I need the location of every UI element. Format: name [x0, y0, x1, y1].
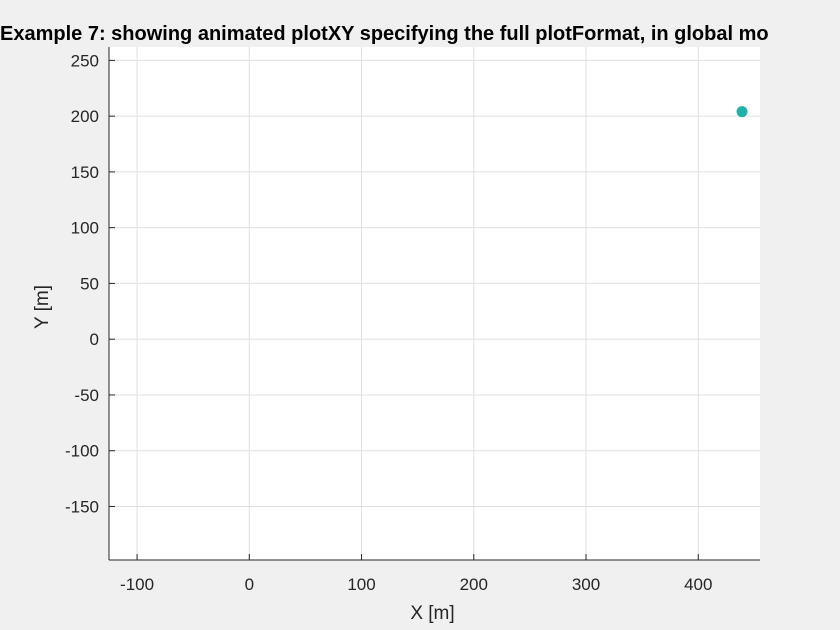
x-tick-label: 0 — [245, 575, 254, 594]
y-axis-label: Y [m] — [32, 285, 53, 329]
y-tick-label: 150 — [71, 163, 99, 182]
data-point — [736, 106, 748, 118]
x-tick-label: 100 — [347, 575, 375, 594]
x-tick-label: -100 — [120, 575, 154, 594]
chart-title: Example 7: showing animated plotXY speci… — [0, 23, 769, 45]
x-tick-label: 300 — [572, 575, 600, 594]
y-tick-label: -50 — [74, 386, 99, 405]
axis-layer — [108, 47, 760, 561]
x-axis-label: X [m] — [410, 603, 454, 624]
axes-background — [109, 47, 760, 560]
y-tick-label: 0 — [90, 330, 99, 349]
data-layer — [736, 106, 748, 118]
y-tick-label: 200 — [71, 107, 99, 126]
x-tick-label: 400 — [684, 575, 712, 594]
y-tick-label: -150 — [65, 497, 99, 516]
y-tick-label: 250 — [71, 51, 99, 70]
tick-layer: -100 0 100 200 300 400 -150 -100 -50 0 50 100 150 200… — [65, 51, 712, 594]
x-tick-label: 200 — [460, 575, 488, 594]
y-tick-label: 100 — [71, 219, 99, 238]
grid-layer — [109, 47, 760, 560]
y-tick-label: 50 — [80, 274, 99, 293]
y-tick-label: -100 — [65, 442, 99, 461]
